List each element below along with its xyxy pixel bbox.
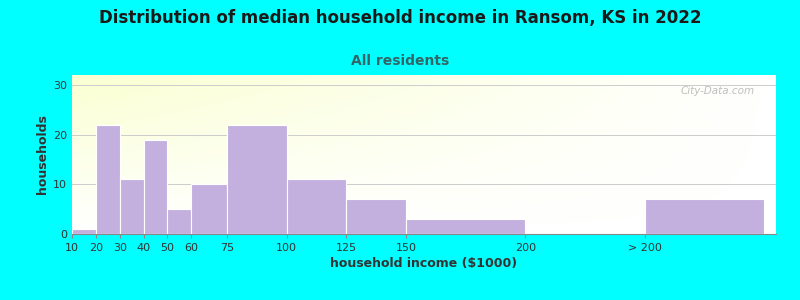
Text: Distribution of median household income in Ransom, KS in 2022: Distribution of median household income … (98, 9, 702, 27)
Bar (406, 219, 526, 234)
Text: City-Data.com: City-Data.com (681, 86, 755, 96)
Y-axis label: households: households (36, 115, 49, 194)
X-axis label: household income ($1000): household income ($1000) (330, 257, 518, 270)
Bar (645, 199, 764, 234)
Bar (167, 209, 191, 234)
Text: All residents: All residents (351, 54, 449, 68)
Bar (72, 229, 96, 234)
Bar (191, 184, 227, 234)
Bar (96, 125, 120, 234)
Bar (286, 179, 346, 234)
Bar (120, 179, 143, 234)
Bar (227, 125, 286, 234)
Bar (143, 140, 167, 234)
Bar (346, 199, 406, 234)
